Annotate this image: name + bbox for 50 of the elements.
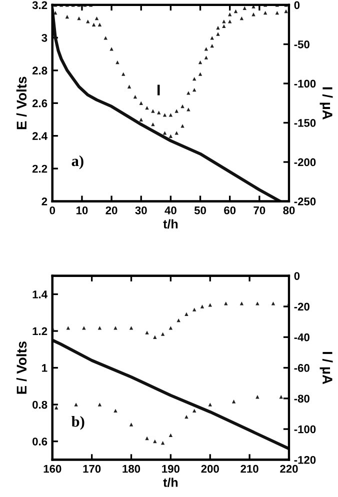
y-tick-label: 2.4 <box>32 132 48 140</box>
y-tick-label: 1 <box>42 364 48 372</box>
y2-tick-label: -200 <box>294 158 316 166</box>
annotation: b) <box>72 416 84 430</box>
y-tick-label: 2.2 <box>32 164 48 173</box>
x-tick-label: 80 <box>283 206 295 214</box>
x-axis-title: t/h <box>163 478 178 488</box>
x-tick-label: 10 <box>76 206 88 214</box>
y2-tick-label: -60 <box>294 364 310 372</box>
x-tick-label: 160 <box>44 464 62 473</box>
x-axis-title: t/h <box>163 219 178 229</box>
y-tick-label: 3.2 <box>32 1 48 10</box>
annotation: a) <box>72 155 84 170</box>
y2-tick-label: -20 <box>294 302 310 311</box>
y-tick-label: 2.6 <box>32 99 48 108</box>
x-tick-label: 170 <box>83 464 101 473</box>
x-tick-label: 180 <box>122 464 140 473</box>
y2-tick-label: -100 <box>294 80 316 88</box>
y-axis-title: E / Volts <box>16 341 27 394</box>
y-tick-label: 1.2 <box>32 327 48 336</box>
y2-tick-label: -50 <box>294 40 310 48</box>
y-tick-label: 1.4 <box>32 290 48 298</box>
y2-tick-label: -150 <box>294 119 316 127</box>
x-tick-label: 30 <box>135 206 147 214</box>
x-tick-label: 50 <box>194 206 206 214</box>
y2-tick-label: 0 <box>294 1 300 10</box>
y2-tick-label: -40 <box>294 333 310 342</box>
y2-tick-label: 0 <box>294 272 300 280</box>
y-tick-label: 2 <box>42 198 48 206</box>
y2-axis-title: I / µA <box>320 352 333 384</box>
x-tick-label: 70 <box>254 206 266 214</box>
y2-tick-label: -250 <box>294 198 316 206</box>
x-tick-label: 190 <box>162 464 180 473</box>
annotation: I <box>158 84 160 96</box>
y2-tick-label: -100 <box>294 425 316 434</box>
y2-axis-title: I / µA <box>320 87 333 120</box>
y2-tick-label: -80 <box>294 394 310 403</box>
x-tick-label: 0 <box>50 206 56 214</box>
y-tick-label: 0.8 <box>32 400 48 409</box>
y-axis-title: E / Volts <box>16 76 27 130</box>
x-tick-label: 40 <box>164 206 176 214</box>
y-tick-label: 3 <box>42 34 48 42</box>
x-tick-label: 60 <box>224 206 236 214</box>
y-tick-label: 0.6 <box>32 438 48 446</box>
y-tick-label: 2.8 <box>32 66 48 75</box>
x-tick-label: 200 <box>201 464 219 473</box>
y2-tick-label: -120 <box>294 456 316 464</box>
x-tick-label: 220 <box>280 464 298 473</box>
x-tick-label: 20 <box>106 206 118 214</box>
x-tick-label: 210 <box>240 464 258 473</box>
